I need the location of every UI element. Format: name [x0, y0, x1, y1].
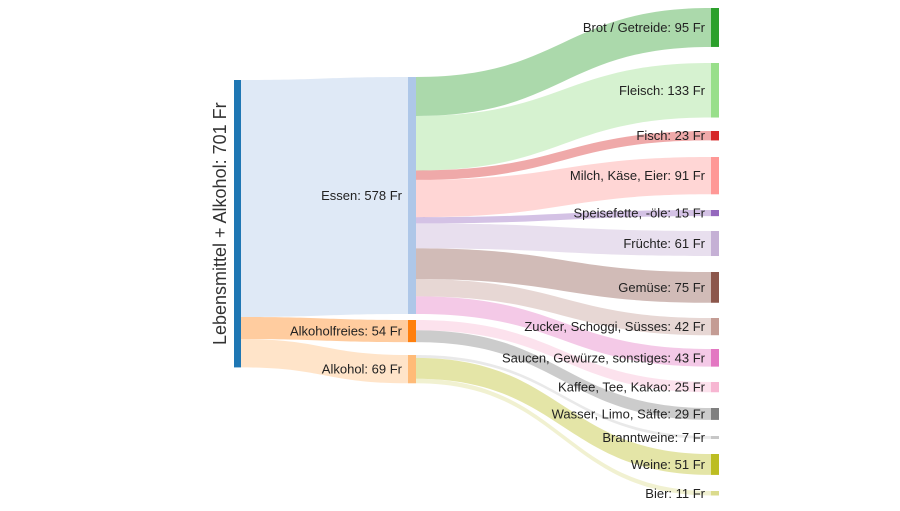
node-brannt [711, 436, 719, 439]
node-label-alkfrei: Alkoholfreies: 54 Fr [290, 324, 403, 339]
link-essen-fleisch [416, 63, 711, 171]
node-label-milch: Milch, Käse, Eier: 91 Fr [570, 168, 706, 183]
link-root-alkohol [241, 339, 408, 384]
node-fette [711, 210, 719, 217]
node-fisch [711, 131, 719, 141]
link-essen-gemuese [416, 248, 711, 303]
links-layer [241, 8, 711, 496]
node-wasser [711, 408, 719, 420]
node-label-fruechte: Früchte: 61 Fr [623, 236, 705, 251]
link-alkohol-weine [416, 357, 711, 475]
node-brot [711, 8, 719, 47]
link-root-essen [241, 77, 408, 317]
node-bier [711, 491, 719, 496]
node-label-essen: Essen: 578 Fr [321, 188, 403, 203]
link-alkfrei-kaffee [416, 320, 711, 393]
node-label-fleisch: Fleisch: 133 Fr [619, 83, 706, 98]
node-label-brot: Brot / Getreide: 95 Fr [583, 20, 706, 35]
node-label-weine: Weine: 51 Fr [631, 457, 706, 472]
node-label-alkohol: Alkohol: 69 Fr [322, 362, 403, 377]
link-essen-fette [416, 210, 711, 224]
link-essen-zucker [416, 279, 711, 336]
link-root-alkfrei [241, 316, 408, 343]
link-alkfrei-wasser [416, 330, 711, 420]
node-alkfrei [408, 320, 416, 343]
node-saucen [711, 349, 719, 367]
node-alkohol [408, 355, 416, 384]
link-essen-saucen [416, 296, 711, 367]
link-alkohol-brannt [416, 355, 711, 439]
labels-layer: Lebensmittel + Alkohol: 701 Fr Essen: 578… [210, 20, 706, 501]
node-zucker [711, 318, 719, 336]
node-label-zucker: Zucker, Schoggi, Süsses: 42 Fr [524, 319, 705, 334]
node-milch [711, 157, 719, 195]
node-label-fisch: Fisch: 23 Fr [636, 128, 705, 143]
node-label-fette: Speisefette, -öle: 15 Fr [573, 206, 705, 221]
node-label-bier: Bier: 11 Fr [645, 486, 705, 501]
node-kaffee [711, 382, 719, 393]
node-label-saucen: Saucen, Gewürze, sonstiges: 43 Fr [502, 350, 706, 365]
node-essen [408, 77, 416, 314]
link-essen-fisch [416, 131, 711, 180]
link-essen-milch [416, 157, 711, 218]
node-fleisch [711, 63, 719, 118]
node-weine [711, 454, 719, 475]
node-gemuese [711, 272, 719, 303]
node-label-kaffee: Kaffee, Tee, Kakao: 25 Fr [558, 380, 706, 395]
link-alkohol-bier [416, 378, 711, 496]
node-label-gemuese: Gemüse: 75 Fr [618, 280, 705, 295]
nodes-layer [234, 8, 719, 496]
node-fruechte [711, 231, 719, 257]
link-essen-brot [416, 8, 711, 116]
node-label-brannt: Branntweine: 7 Fr [602, 430, 705, 445]
node-label-root: Lebensmittel + Alkohol: 701 Fr [210, 102, 230, 345]
node-label-wasser: Wasser, Limo, Säfte: 29 Fr [552, 406, 706, 421]
node-root [234, 80, 241, 368]
link-essen-fruechte [416, 223, 711, 257]
